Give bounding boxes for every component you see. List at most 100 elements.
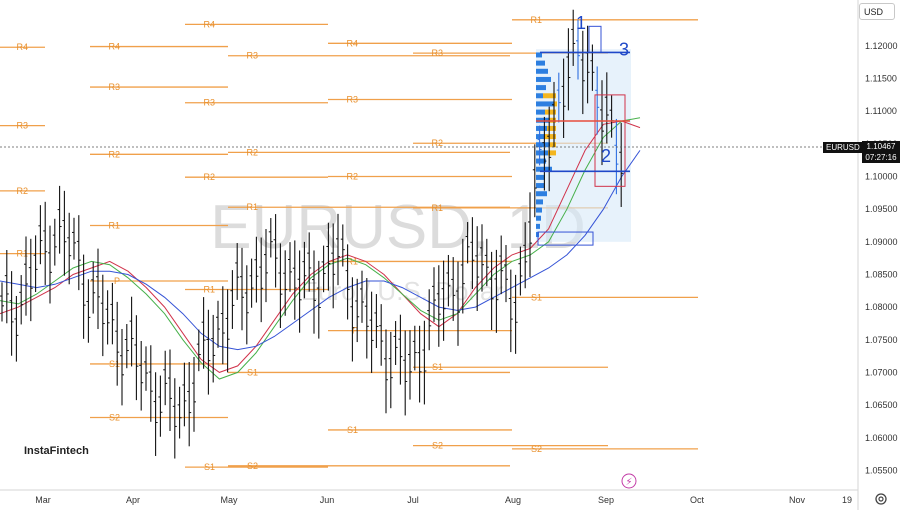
pivot-label: S1 — [204, 462, 215, 472]
time-tick-label: May — [220, 495, 238, 505]
volume-profile-value — [547, 125, 556, 131]
last-price-value: 1.10467 — [866, 142, 896, 151]
time-tick-label: Oct — [690, 495, 705, 505]
pivot-label: R2 — [108, 149, 120, 159]
brand-logo: InstaFintech — [18, 432, 94, 470]
volume-profile-bar — [536, 76, 551, 82]
volume-profile-bar — [536, 207, 542, 213]
pivot-label: R2 — [203, 172, 215, 182]
price-tick-label: 1.11500 — [865, 74, 897, 84]
currency-selector[interactable]: USD — [859, 3, 895, 20]
time-tick-label: Jul — [407, 495, 419, 505]
pivot-label: S1 — [531, 292, 542, 302]
volume-profile-bar — [536, 85, 546, 91]
time-tick-label: Sep — [598, 495, 614, 505]
range-box-high — [588, 25, 602, 53]
volume-profile-bar — [536, 101, 554, 107]
range-box-correction — [594, 94, 626, 187]
volume-profile-bar — [536, 109, 545, 115]
volume-profile-value — [549, 117, 556, 123]
pivot-label: R3 — [203, 98, 215, 108]
bar-countdown: 07:27:16 — [865, 153, 897, 162]
price-tick-label: 1.09000 — [865, 237, 898, 247]
pivot-label: S1 — [247, 367, 258, 377]
volume-profile-bar — [536, 93, 543, 99]
wave-label: 1 — [576, 13, 586, 33]
price-tick-label: 1.06000 — [865, 433, 898, 443]
pivot-label: R3 — [16, 121, 28, 131]
range-box-low — [537, 231, 594, 246]
wave-label: 3 — [619, 40, 629, 60]
pivot-label: P — [352, 326, 358, 336]
volume-profile-bar — [536, 174, 545, 180]
price-tick-label: 1.10000 — [865, 172, 898, 182]
pivot-label: R2 — [346, 172, 358, 182]
moving-averages — [0, 117, 641, 380]
moving-average-red — [0, 120, 641, 373]
price-tick-label: 1.09500 — [865, 204, 898, 214]
volume-profile — [536, 49, 631, 242]
wave-markup[interactable]: 1 2 3 — [540, 13, 630, 173]
volume-profile-bar — [536, 215, 541, 221]
time-tick-label: 19 — [842, 495, 852, 505]
pivot-label: R4 — [203, 19, 215, 29]
pivot-label: R1 — [431, 203, 443, 213]
pivot-label: S2 — [432, 441, 443, 451]
price-tick-label: 1.07500 — [865, 335, 898, 345]
price-tick-label: 1.12000 — [865, 41, 898, 51]
volume-profile-value — [548, 150, 556, 156]
price-tick-label: 1.08500 — [865, 269, 898, 279]
pivot-label: R1 — [246, 202, 258, 212]
volume-profile-bar — [536, 60, 545, 66]
volume-profile-bar — [536, 158, 546, 164]
volume-profile-bar — [536, 142, 550, 148]
volume-profile-bar — [536, 125, 547, 131]
volume-profile-value — [544, 134, 556, 140]
pivot-label: P — [114, 276, 120, 286]
volume-profile-value — [545, 109, 556, 115]
ohlc-bars — [0, 9, 624, 459]
pivot-label: S1 — [347, 425, 358, 435]
pivot-label: S1 — [109, 359, 120, 369]
pivot-label: R3 — [108, 82, 120, 92]
volume-profile-bar — [536, 199, 543, 205]
pivot-label: S2 — [247, 461, 258, 471]
volume-profile-value — [543, 93, 556, 99]
volume-profile-bar — [536, 68, 548, 74]
time-tick-label: Mar — [35, 495, 51, 505]
pivot-label: R1 — [530, 15, 542, 25]
volume-profile-bar — [536, 223, 540, 229]
pivot-levels: R4 R3 R2 R1 R4 R3 R2 R1 P S1 S2 R4 R3 R2 R1 S1 R3 R2 R1 S1 S… — [0, 15, 698, 472]
price-tick-label: 1.11000 — [865, 106, 897, 116]
wave-label: 2 — [601, 146, 611, 166]
gear-icon[interactable] — [874, 492, 888, 506]
last-price-tag: 1.10467 07:27:16 — [862, 141, 900, 163]
symbol-tag: EURUSD — [823, 142, 863, 153]
price-tick-label: 1.07000 — [865, 367, 898, 377]
volume-profile-value — [550, 142, 556, 148]
volume-profile-bar — [536, 52, 542, 58]
pivot-label: R4 — [346, 38, 358, 48]
price-tick-label: 1.05500 — [865, 465, 898, 475]
time-tick-label: Jun — [320, 495, 335, 505]
volume-profile-bar — [536, 191, 547, 197]
pivot-label: R4 — [108, 42, 120, 52]
moving-average-blue — [0, 150, 641, 351]
volume-profile-bar — [536, 183, 544, 189]
time-tick-label: Aug — [505, 495, 521, 505]
pivot-label: S2 — [109, 413, 120, 423]
pivot-label: R2 — [16, 186, 28, 196]
price-tick-label: 1.06500 — [865, 400, 898, 410]
pivot-label: R3 — [246, 51, 258, 61]
pivot-label: R2 — [431, 138, 443, 148]
pivot-label: R1 — [108, 221, 120, 231]
time-tick-label: Nov — [789, 495, 806, 505]
time-axis[interactable]: Mar Apr May Jun Jul Aug Sep Oct Nov 19 ⚡ — [0, 473, 858, 505]
pivot-label: R1 — [346, 256, 358, 266]
description-watermark: Euro / U.S. Dollar — [301, 276, 504, 306]
pivot-label: R2 — [246, 147, 258, 157]
pivot-label: R3 — [346, 94, 358, 104]
pivot-label: R1 — [16, 249, 28, 259]
price-axis[interactable]: 1.120001.115001.110001.105001.100001.095… — [857, 0, 898, 510]
